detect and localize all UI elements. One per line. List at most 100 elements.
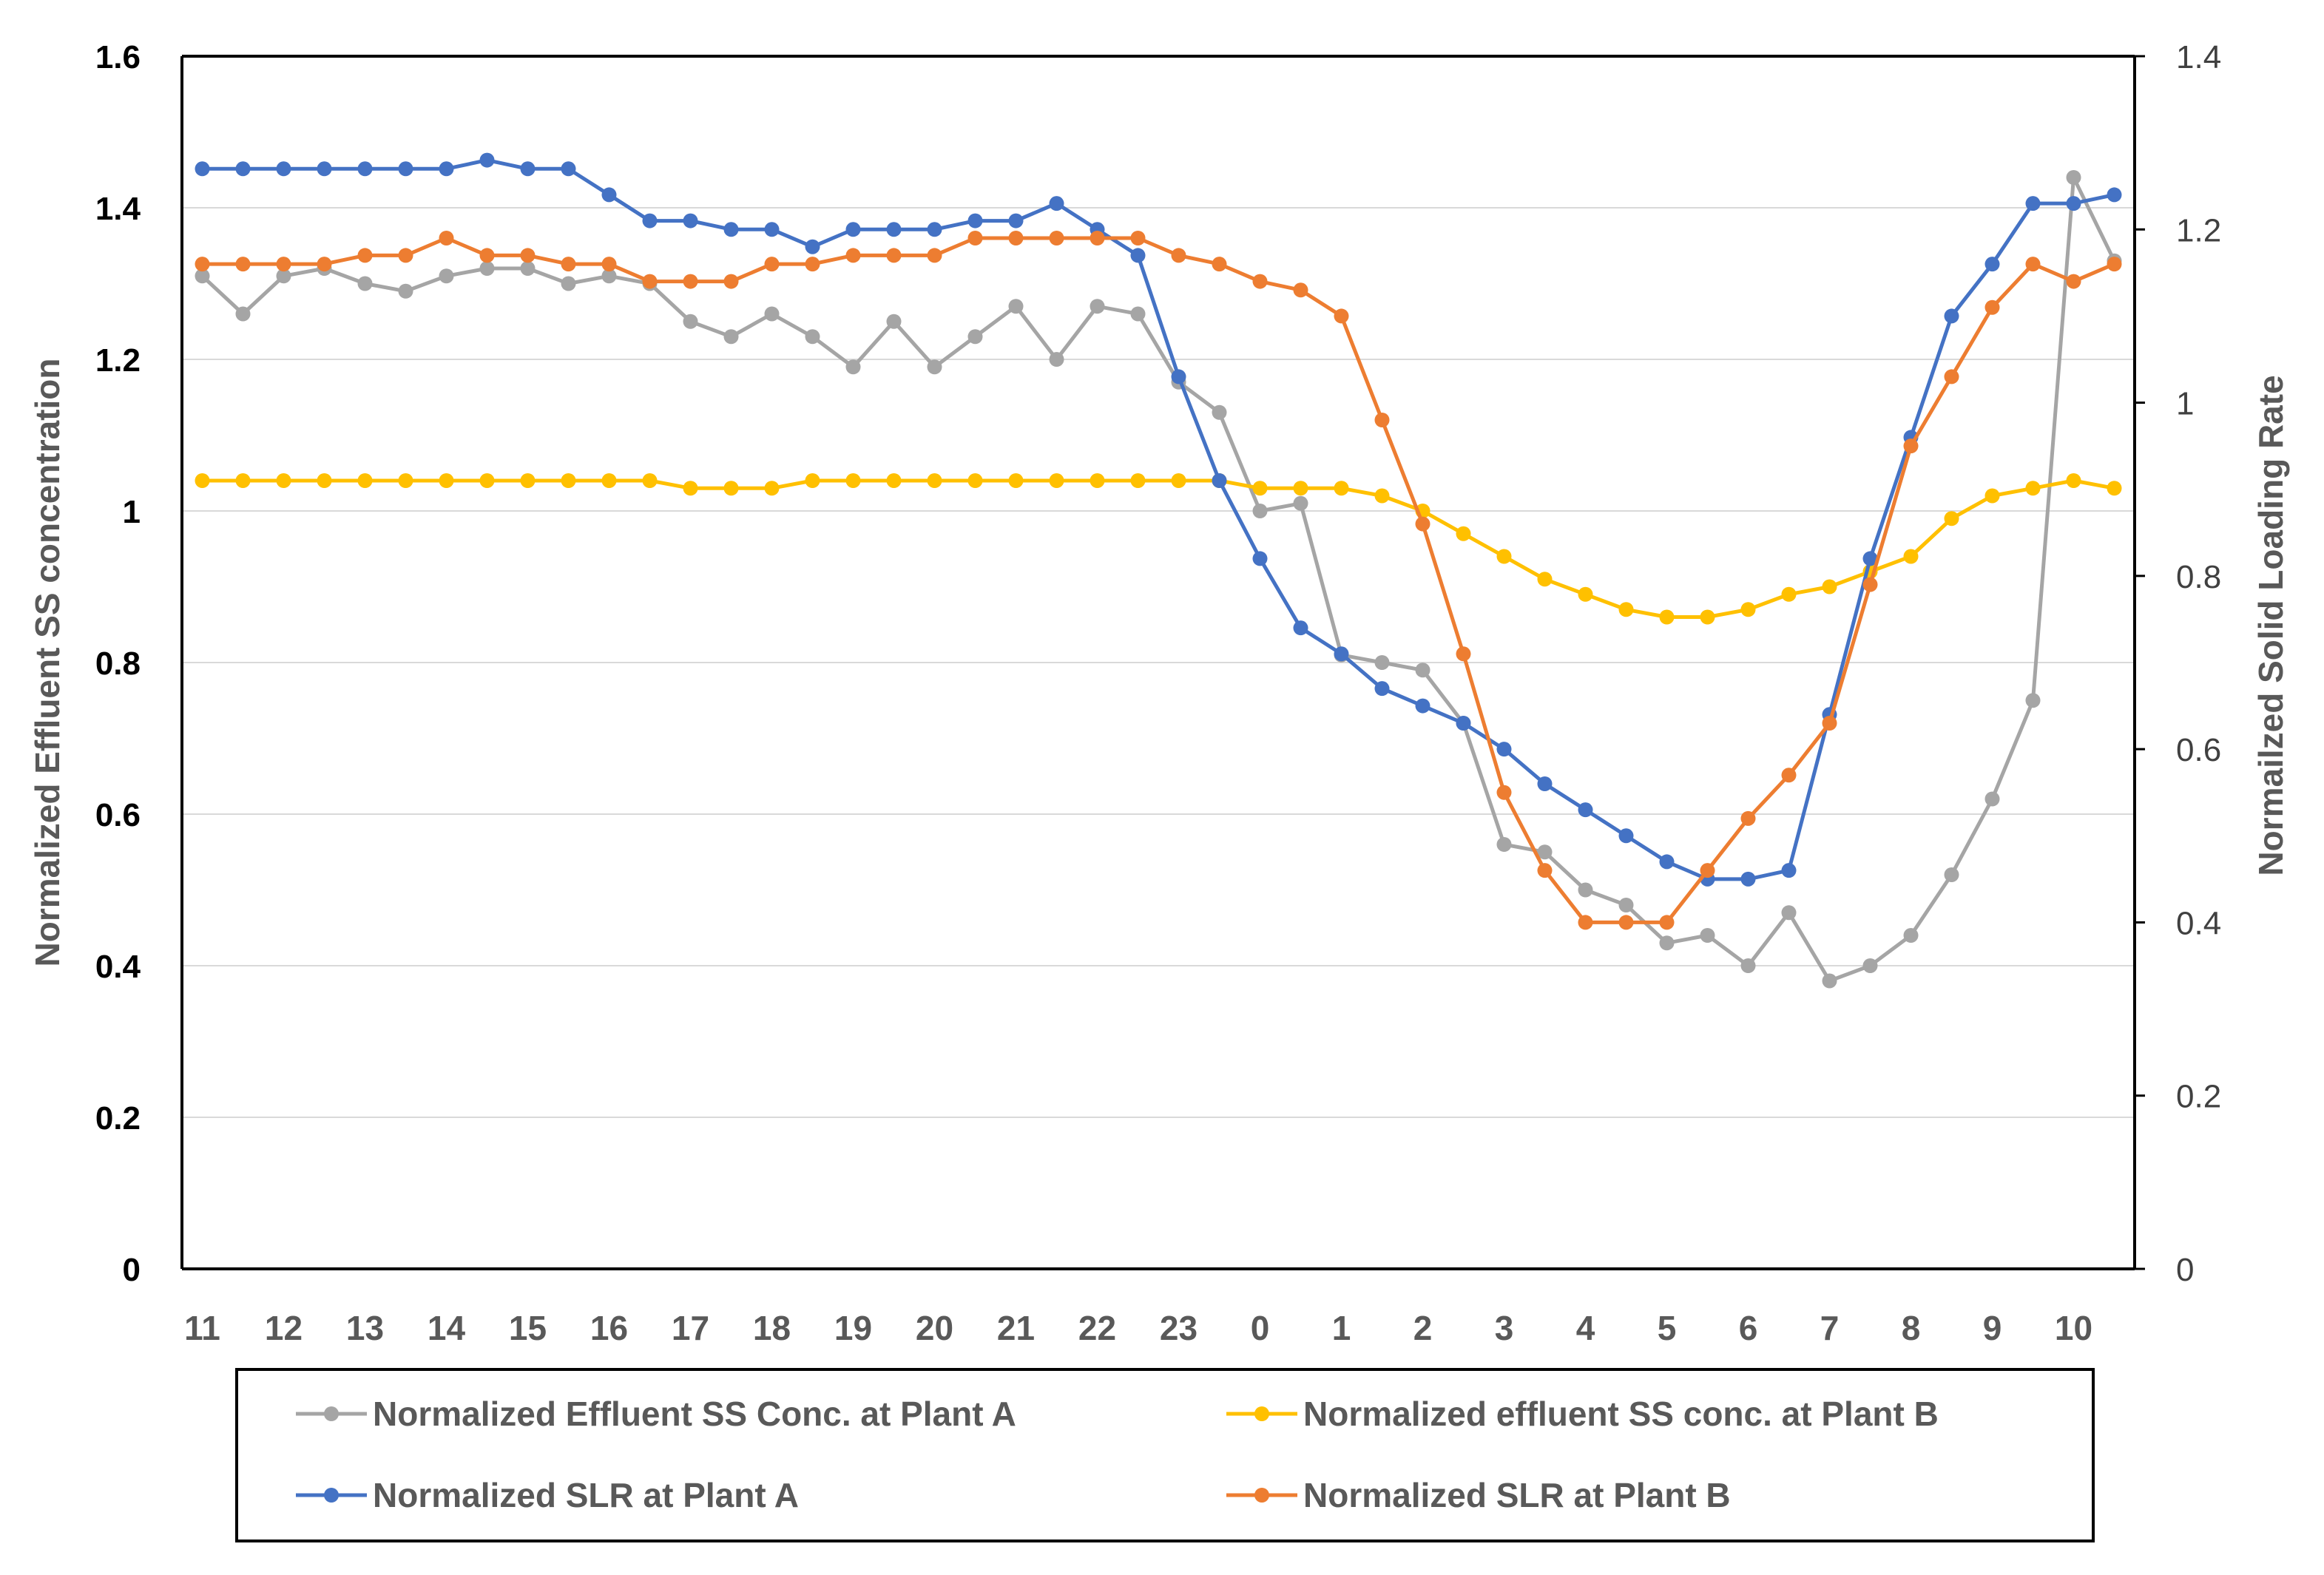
data-point [398,161,413,177]
data-point [601,187,617,203]
data-point [601,473,617,488]
data-point [520,161,536,177]
data-point [927,222,942,237]
data-point [561,161,576,177]
data-point [1008,299,1024,314]
y2-tick-label: 1.2 [2176,212,2221,248]
data-point [805,473,820,488]
data-point [276,161,291,177]
data-point [764,481,780,496]
data-point [1090,473,1105,488]
data-point [1944,867,1959,882]
data-point [967,213,983,228]
data-point [235,257,251,272]
data-point [1049,231,1064,245]
data-point [845,473,861,488]
data-point [1740,871,1756,887]
data-point [805,257,820,272]
data-point [2025,693,2041,708]
data-point [1862,577,1878,592]
data-point [1537,863,1553,878]
data-point [398,283,413,299]
data-point [967,473,983,488]
data-point [1496,837,1512,852]
legend-label: Normalized SLR at Plant B [1303,1476,1731,1514]
legend-label: Normalized Effluent SS Conc. at Plant A [373,1395,1016,1433]
data-point [1700,609,1715,625]
data-point [1334,481,1349,496]
data-point [1130,231,1146,245]
data-point [1456,646,1471,662]
data-point [1781,863,1797,878]
data-point [1944,511,1959,526]
data-point [1944,369,1959,385]
x-tick-label: 12 [265,1309,303,1347]
data-point [1496,742,1512,757]
data-point [1537,844,1553,860]
series-group [195,152,2122,989]
data-point [520,261,536,276]
x-tick-label: 9 [1983,1309,2002,1347]
data-point [927,473,942,488]
data-point [886,314,902,329]
data-point [1578,915,1593,930]
data-point [479,248,495,263]
data-point [1252,504,1268,518]
data-point [1415,663,1430,678]
data-point [967,329,983,345]
data-point [1740,602,1756,617]
data-point [1618,828,1634,844]
x-tick-label: 17 [672,1309,709,1347]
data-point [1984,257,2000,272]
data-point [683,481,698,496]
data-point [1374,488,1390,504]
data-point [1700,863,1715,878]
data-point [1415,698,1430,714]
data-point [1578,882,1593,898]
x-tick-label: 21 [997,1309,1035,1347]
data-point [1212,257,1227,272]
data-point [967,231,983,245]
data-point [764,306,780,322]
data-point [1374,681,1390,697]
data-point [1822,716,1837,731]
y-tick-label: 0 [123,1252,141,1288]
data-point [195,268,210,284]
data-point [1578,802,1593,818]
data-point [1090,299,1105,314]
data-point [235,161,251,177]
series-4 [195,231,2122,930]
x-tick-label: 2 [1413,1309,1433,1347]
data-point [439,161,454,177]
x-tick-label: 22 [1078,1309,1116,1347]
data-point [601,257,617,272]
data-point [1334,646,1349,662]
x-tick-label: 14 [428,1309,466,1347]
data-point [1944,308,1959,324]
data-point [1293,282,1308,298]
data-point [439,231,454,245]
data-point [276,473,291,488]
data-point [1293,620,1308,636]
legend-marker [324,1406,339,1421]
data-point [479,261,495,276]
data-point [1781,768,1797,783]
data-point [1903,438,1919,454]
axes [180,55,2136,1270]
data-point [2066,473,2081,488]
x-tick-label: 4 [1576,1309,1595,1347]
data-point [1740,958,1756,973]
gridlines [182,207,2135,1118]
data-point [1984,791,2000,807]
x-tick-label: 18 [753,1309,791,1347]
y2-tick-label: 0.4 [2176,905,2221,941]
data-point [1171,248,1186,263]
data-point [642,274,658,289]
y-tick-label: 0.2 [95,1100,141,1137]
y-tick-label: 0.8 [95,646,141,682]
data-point [1456,526,1471,541]
y2-tick-label: 1 [2176,386,2194,422]
x-tick-label: 7 [1820,1309,1840,1347]
data-point [1781,905,1797,921]
